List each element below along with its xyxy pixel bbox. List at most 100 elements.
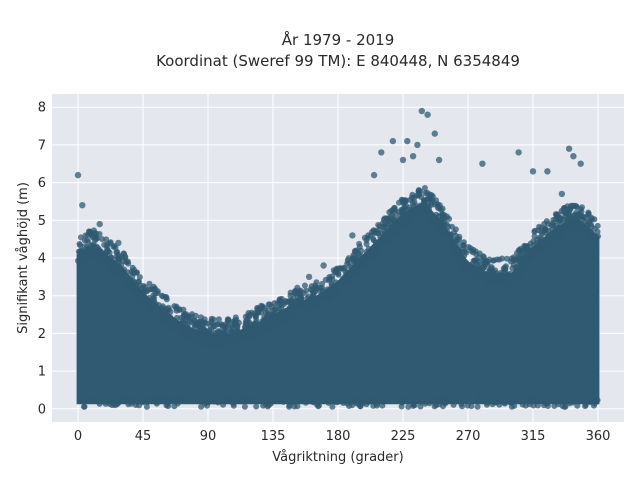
data-point — [386, 209, 393, 216]
data-point — [592, 235, 599, 242]
data-point — [188, 397, 195, 403]
data-point — [99, 236, 106, 243]
data-point — [415, 188, 422, 195]
data-point — [412, 205, 419, 212]
data-point — [437, 396, 444, 403]
outlier-point — [96, 220, 103, 228]
data-point — [496, 256, 503, 263]
data-point — [153, 399, 160, 406]
data-point — [246, 311, 253, 318]
data-point — [198, 314, 204, 321]
data-point — [165, 403, 172, 410]
data-point — [180, 314, 187, 321]
data-point — [530, 242, 537, 249]
x-tick-label: 180 — [326, 429, 351, 444]
data-point — [129, 397, 136, 404]
outlier-point — [378, 149, 385, 156]
data-point — [534, 398, 541, 405]
data-point — [220, 401, 227, 408]
data-point — [435, 202, 442, 209]
y-axis-label: Signifikant våghöjd (m) — [16, 182, 31, 334]
data-point — [141, 297, 148, 304]
data-point — [283, 299, 290, 306]
data-point — [379, 402, 386, 409]
data-point — [460, 242, 467, 249]
data-point — [484, 400, 491, 406]
data-point — [576, 222, 583, 229]
x-tick-label: 135 — [261, 429, 286, 444]
outlier-point — [558, 190, 566, 198]
y-tick-label: 0 — [38, 402, 46, 417]
outlier-point — [414, 141, 421, 149]
data-point — [265, 301, 272, 308]
data-point — [369, 253, 376, 260]
data-point — [273, 319, 280, 326]
data-point — [325, 292, 331, 299]
data-point — [340, 280, 347, 287]
data-point — [170, 397, 177, 404]
data-point — [125, 401, 132, 408]
data-point — [145, 396, 152, 403]
data-point — [491, 399, 497, 406]
x-tick-label: 45 — [135, 429, 152, 444]
data-point — [453, 237, 460, 244]
data-point — [216, 336, 223, 343]
data-point — [254, 306, 261, 313]
data-point — [431, 397, 438, 404]
data-point — [521, 242, 528, 249]
data-point — [329, 403, 336, 410]
outlier-point — [404, 137, 411, 145]
data-point — [328, 281, 335, 288]
data-point — [480, 264, 487, 271]
data-point — [253, 317, 260, 324]
data-point — [169, 325, 176, 332]
data-point — [508, 403, 515, 410]
data-point — [159, 303, 166, 310]
data-point — [253, 403, 260, 410]
data-point — [224, 322, 231, 329]
data-point — [386, 236, 393, 243]
data-point — [559, 403, 566, 409]
data-point — [347, 268, 354, 275]
data-point — [114, 266, 120, 273]
data-point — [401, 197, 408, 204]
data-point — [123, 259, 130, 265]
outlier-point — [389, 137, 397, 145]
data-point — [98, 257, 105, 264]
data-point — [510, 257, 517, 264]
data-point — [231, 320, 238, 327]
data-point — [126, 283, 133, 290]
data-point — [462, 266, 469, 273]
data-point — [294, 284, 301, 291]
data-point — [561, 205, 567, 211]
data-point — [439, 210, 446, 217]
data-point — [229, 329, 236, 336]
data-point — [560, 397, 567, 404]
x-tick-label: 315 — [521, 429, 546, 444]
data-point — [582, 403, 589, 410]
data-point — [565, 211, 572, 218]
data-point — [204, 335, 211, 342]
data-point — [181, 397, 188, 404]
data-point — [568, 223, 575, 230]
data-point — [101, 241, 108, 248]
data-point — [143, 403, 150, 410]
data-point — [574, 402, 581, 409]
data-point — [114, 249, 121, 256]
data-point — [334, 399, 341, 406]
data-point — [447, 397, 454, 404]
data-point — [208, 315, 215, 322]
data-point — [86, 253, 93, 259]
data-point — [92, 237, 99, 244]
data-point — [191, 317, 197, 324]
data-point — [538, 248, 545, 255]
data-point — [171, 317, 178, 324]
data-point — [84, 397, 91, 404]
data-point — [370, 237, 377, 244]
data-point — [161, 310, 168, 317]
data-point — [375, 222, 382, 228]
data-point — [506, 399, 513, 406]
data-point — [386, 230, 393, 237]
data-point — [498, 273, 505, 279]
data-point — [580, 213, 587, 220]
